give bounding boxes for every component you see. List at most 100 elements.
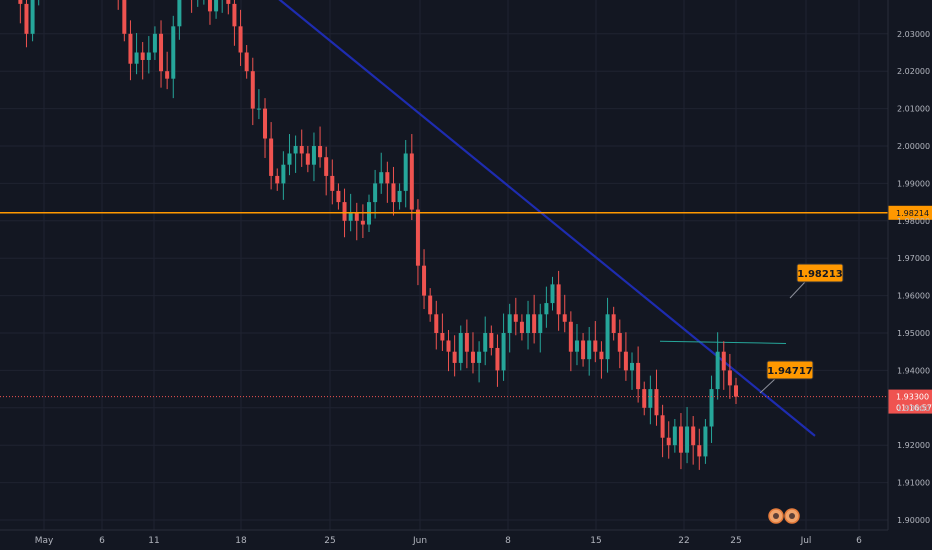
event-icon[interactable] — [768, 508, 784, 524]
y-tick-label: 1.94000 — [897, 366, 930, 375]
candle-body — [403, 153, 408, 191]
candle-body — [562, 314, 567, 322]
event-icon[interactable] — [784, 508, 800, 524]
countdown-label: 01:16:57 — [896, 404, 932, 413]
candle-body — [177, 0, 182, 27]
candle — [191, 0, 193, 13]
y-tick-label: 2.01000 — [897, 105, 930, 114]
candle — [660, 404, 665, 458]
candle-body — [446, 340, 451, 352]
price-lines[interactable]: 1.98214 1.93300 01:16:57 — [0, 205, 932, 414]
candle-body — [238, 26, 243, 53]
candle — [532, 294, 537, 344]
candle-body — [685, 426, 690, 453]
candle-body — [244, 52, 249, 72]
candle — [275, 168, 280, 191]
candle-body — [305, 153, 310, 165]
candle — [244, 45, 249, 79]
chart-icons[interactable] — [768, 508, 800, 524]
candle — [232, 0, 237, 46]
candle — [556, 270, 561, 331]
candle — [226, 0, 231, 15]
candle-body — [630, 362, 635, 371]
candle — [238, 9, 243, 66]
candle — [477, 341, 482, 383]
y-tick-label: 1.96000 — [897, 292, 930, 301]
candle-body — [666, 437, 671, 446]
x-tick-label: 8 — [505, 536, 511, 546]
candle — [630, 352, 635, 390]
candle-body — [501, 333, 506, 371]
candle-body — [538, 314, 543, 333]
candle-body — [422, 265, 427, 296]
candle — [593, 321, 598, 363]
callouts[interactable]: 1.98213 1.94717 — [759, 263, 844, 394]
y-tick-label: 2.02000 — [897, 67, 930, 76]
candle-body — [715, 351, 720, 390]
candle — [550, 276, 555, 311]
candle-body — [324, 157, 329, 176]
candle — [403, 140, 408, 208]
candle-body — [165, 71, 170, 79]
candle-body — [526, 314, 531, 333]
price-callout[interactable]: 1.98213 — [789, 263, 844, 299]
candle-body — [18, 0, 23, 4]
candle — [587, 327, 592, 376]
candle-body — [342, 202, 347, 221]
candle-body — [464, 333, 469, 352]
candle — [581, 333, 586, 367]
candle-body — [599, 351, 604, 360]
candle-body — [269, 138, 274, 176]
y-tick-label: 1.95000 — [897, 329, 930, 338]
candle — [507, 303, 512, 353]
candle-body — [24, 3, 29, 34]
candle-body — [734, 385, 738, 397]
candle — [599, 341, 604, 379]
candle — [727, 353, 732, 399]
candle-body — [152, 33, 157, 53]
candle-body — [232, 3, 237, 27]
candle-body — [250, 71, 255, 109]
candle-body — [336, 190, 341, 203]
candle-body — [30, 0, 35, 34]
candle — [385, 161, 390, 203]
candle-body — [513, 314, 518, 322]
candle — [256, 89, 261, 120]
candle — [128, 20, 133, 81]
candle — [324, 146, 329, 196]
price-callout[interactable]: 1.94717 — [759, 360, 814, 394]
candle-body — [574, 340, 579, 352]
candle — [434, 300, 439, 350]
candle — [391, 166, 396, 216]
candle-body — [373, 183, 378, 203]
candle — [721, 341, 726, 390]
candle — [18, 0, 23, 24]
candle — [269, 122, 274, 190]
horizontal-ray[interactable] — [659, 340, 787, 344]
candle-body — [379, 172, 384, 184]
candle-body — [581, 340, 586, 360]
candle-body — [617, 333, 622, 352]
candle — [221, 0, 223, 13]
callout-box — [766, 360, 814, 380]
candles — [18, 0, 738, 470]
candle — [538, 303, 543, 353]
x-tick-label: Jul — [800, 536, 812, 546]
y-tick-label: 1.93000 — [897, 404, 930, 413]
candle-body — [452, 351, 457, 363]
x-tick-label: May — [35, 536, 54, 546]
candle — [648, 375, 653, 425]
candle — [134, 33, 139, 75]
candle-body — [519, 321, 524, 333]
candle — [458, 325, 463, 371]
candle — [140, 42, 145, 80]
candle — [605, 297, 610, 373]
candle-body — [397, 190, 402, 203]
candle-body — [721, 351, 726, 371]
x-tick-label: 25 — [730, 536, 741, 546]
candle-body — [354, 213, 359, 221]
candle — [464, 319, 469, 369]
candle — [697, 428, 702, 470]
candle — [544, 286, 549, 328]
